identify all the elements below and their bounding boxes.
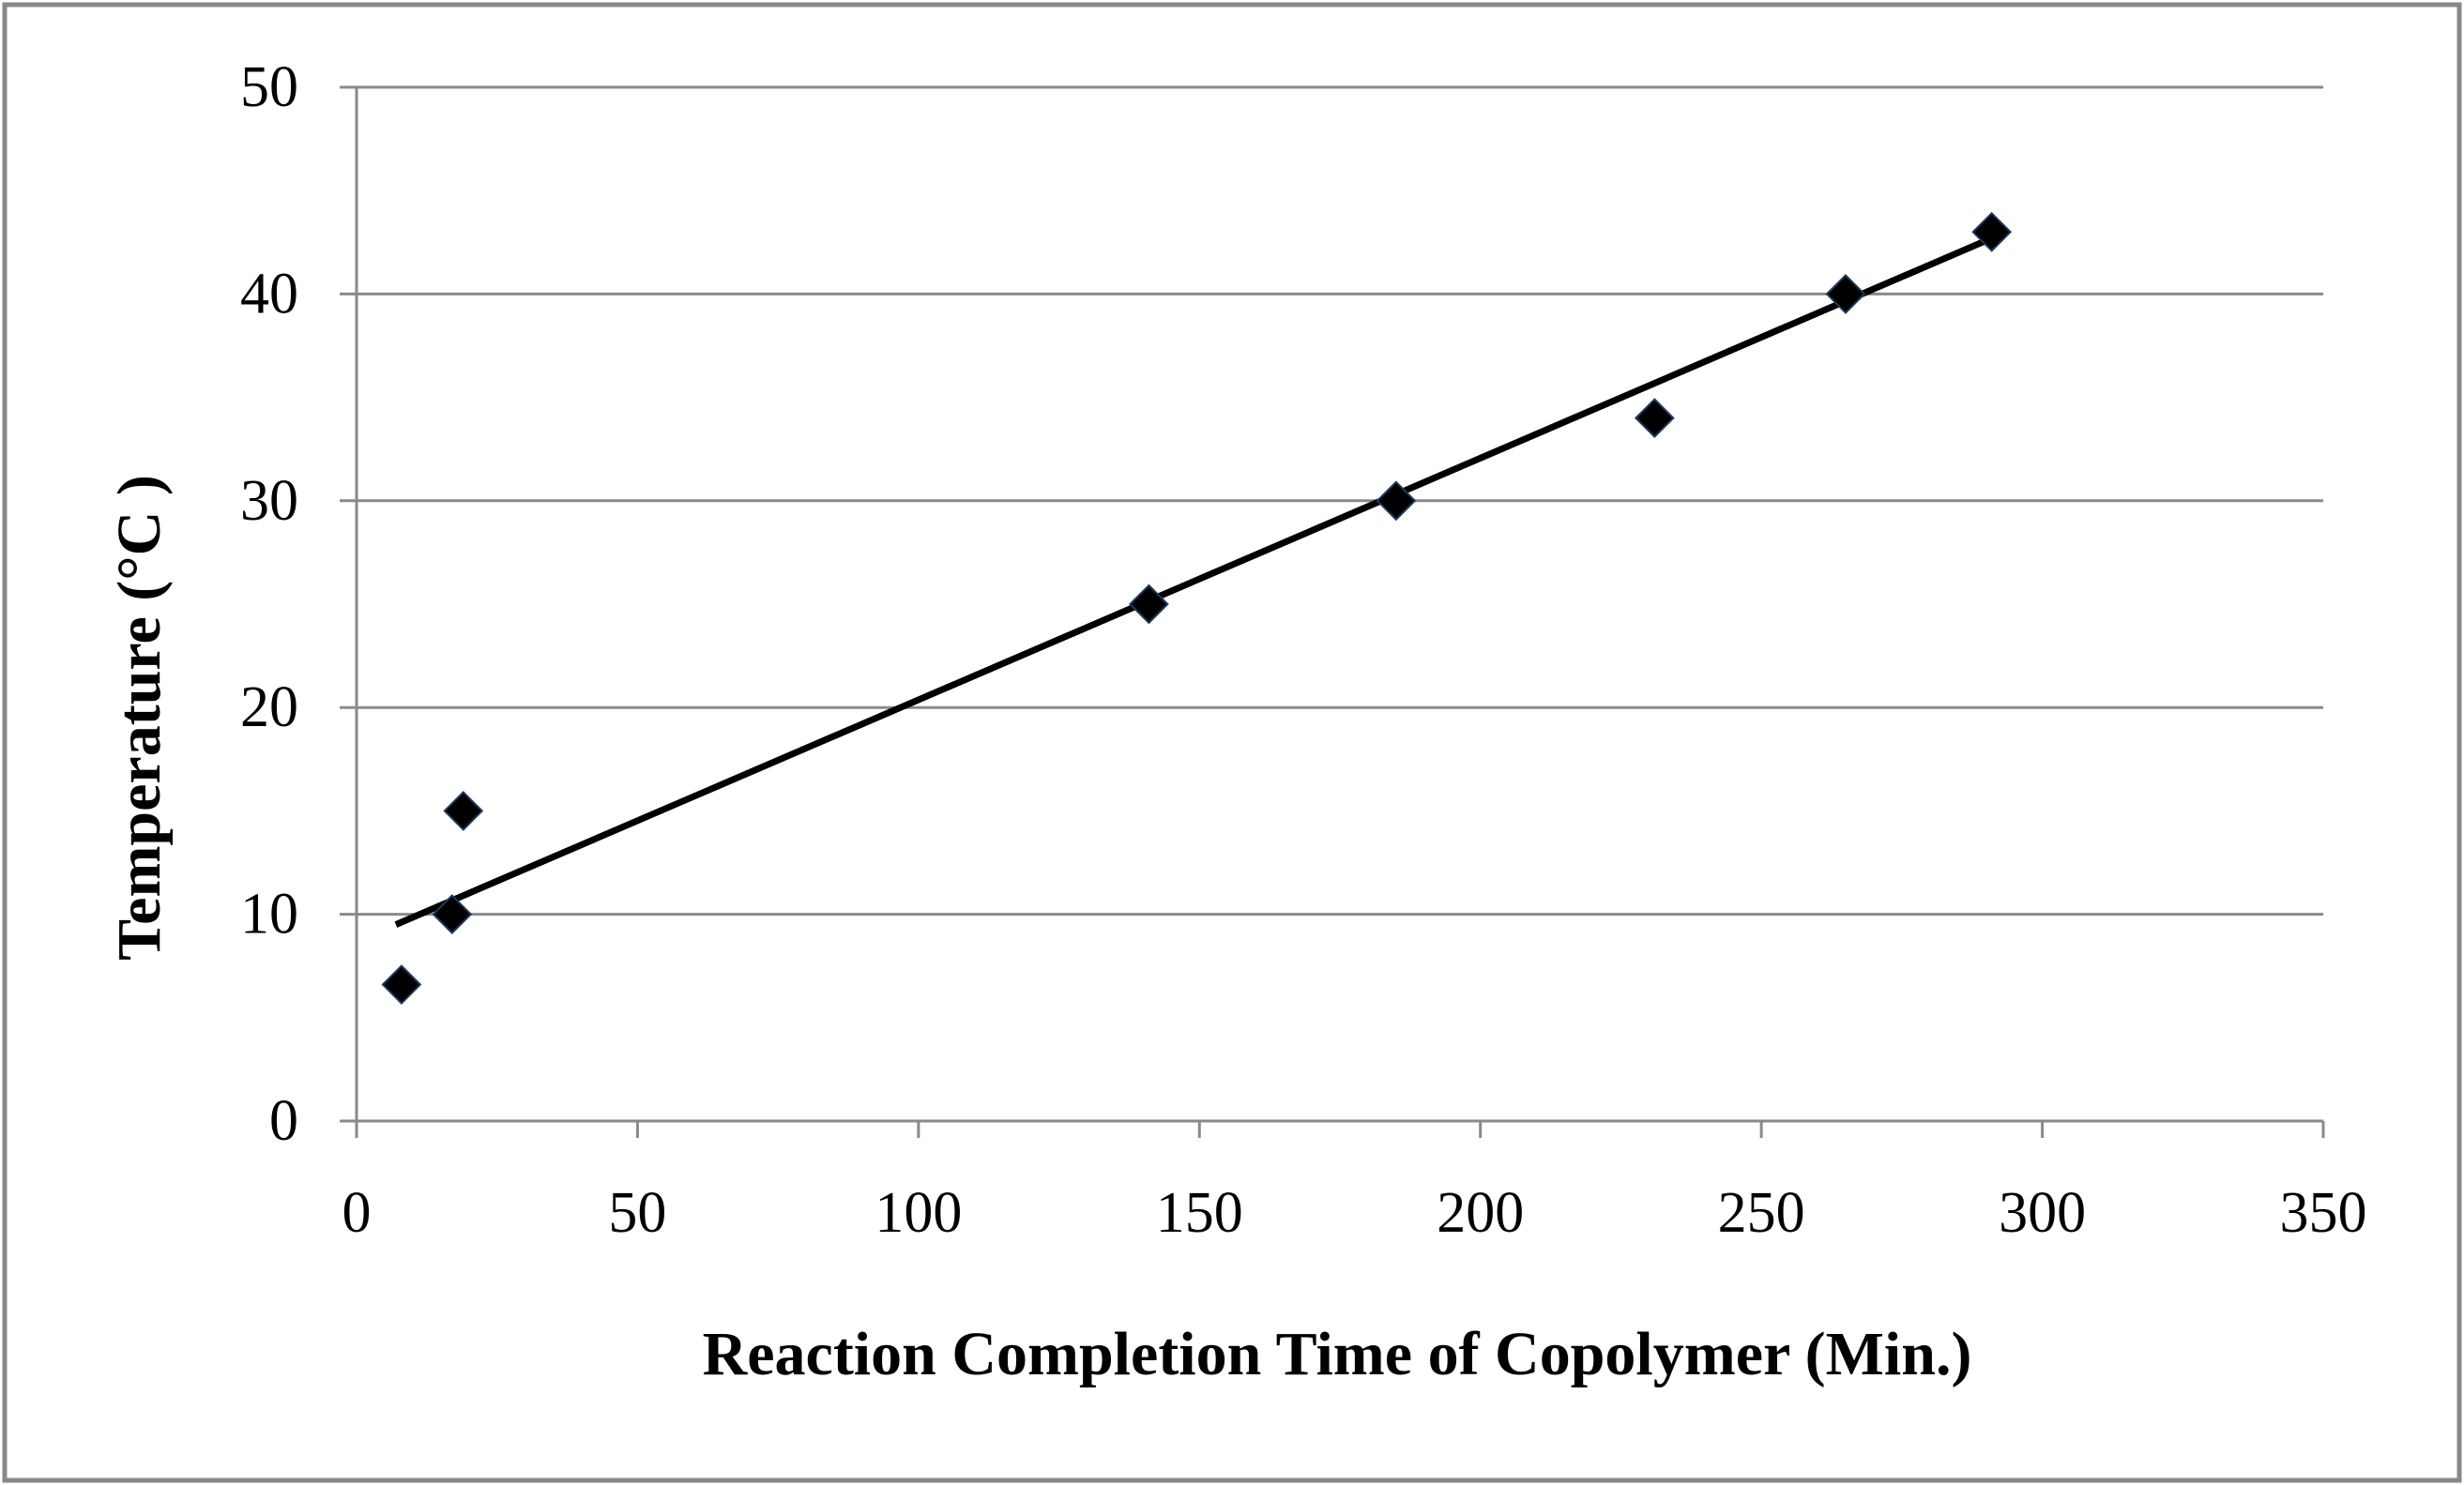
axis-layer <box>340 85 2325 1138</box>
grid-layer <box>357 85 2323 917</box>
x-tick-label-200: 200 <box>1437 1181 1524 1245</box>
x-tick-label-0: 0 <box>342 1181 372 1245</box>
data-point-0-3 <box>1128 583 1169 625</box>
data-point-0-5 <box>1634 398 1675 439</box>
data-point-0-2 <box>443 790 484 831</box>
data-point-0-4 <box>1376 480 1417 522</box>
x-axis-title: Reaction Completion Time of Copolymer (M… <box>703 1320 1972 1388</box>
y-tick-label-30: 30 <box>240 469 298 533</box>
y-tick-label-40: 40 <box>240 262 298 326</box>
data-point-layer <box>381 211 2013 1005</box>
data-point-0-1 <box>432 894 473 935</box>
data-point-0-0 <box>381 964 422 1005</box>
y-tick-label-50: 50 <box>240 55 298 119</box>
x-tick-label-250: 250 <box>1718 1181 1805 1245</box>
tick-label-layer: 0 10 20 30 40 50 0 50 100 150 200 250 300 350 <box>240 55 2367 1245</box>
x-tick-label-100: 100 <box>875 1181 962 1245</box>
x-tick-label-50: 50 <box>608 1181 666 1245</box>
data-point-0-6 <box>1825 273 1866 314</box>
trendline-layer <box>394 235 1994 928</box>
x-tick-label-350: 350 <box>2280 1181 2367 1245</box>
y-tick-label-20: 20 <box>240 675 298 739</box>
y-tick-label-10: 10 <box>240 883 298 947</box>
data-point-0-7 <box>1971 211 2013 252</box>
y-axis-title: Temperature (°C ) <box>105 475 174 961</box>
y-tick-label-0: 0 <box>269 1089 298 1153</box>
x-tick-label-150: 150 <box>1156 1181 1243 1245</box>
x-tick-label-300: 300 <box>1999 1181 2086 1245</box>
linear-trendline <box>394 235 1994 928</box>
